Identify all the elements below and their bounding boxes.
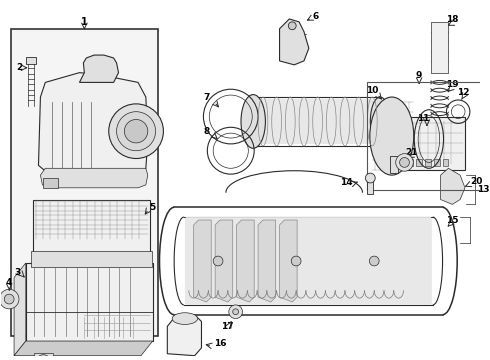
Text: 10: 10: [366, 86, 378, 95]
Bar: [43, 178, 58, 188]
Polygon shape: [167, 315, 201, 356]
Circle shape: [369, 256, 379, 266]
Polygon shape: [237, 220, 254, 302]
Text: 17: 17: [221, 322, 234, 331]
Circle shape: [124, 120, 148, 143]
Bar: [434, 158, 440, 166]
Ellipse shape: [172, 313, 197, 324]
Bar: [253, 99, 380, 144]
Polygon shape: [258, 220, 276, 302]
Ellipse shape: [370, 97, 414, 175]
Bar: [26, 57, 36, 64]
Circle shape: [288, 22, 296, 30]
Circle shape: [213, 256, 223, 266]
Polygon shape: [39, 73, 148, 178]
Bar: [11, 29, 158, 336]
Text: 12: 12: [457, 87, 469, 96]
Polygon shape: [280, 220, 297, 302]
Circle shape: [0, 289, 19, 309]
Ellipse shape: [370, 97, 390, 146]
Circle shape: [396, 154, 413, 171]
Bar: [399, 158, 404, 166]
Polygon shape: [79, 55, 119, 82]
Polygon shape: [194, 220, 211, 302]
Text: 20: 20: [470, 177, 482, 186]
Polygon shape: [14, 263, 26, 356]
Bar: [425, 158, 431, 166]
Text: 21: 21: [405, 148, 417, 157]
Text: 16: 16: [214, 339, 227, 348]
Text: 18: 18: [446, 15, 459, 24]
Bar: [442, 158, 448, 166]
Circle shape: [291, 256, 301, 266]
Text: 7: 7: [203, 93, 210, 102]
Bar: [33, 199, 150, 253]
Circle shape: [233, 309, 239, 315]
Bar: [26, 263, 153, 341]
Circle shape: [36, 355, 51, 360]
Text: 5: 5: [149, 203, 156, 212]
Circle shape: [366, 173, 375, 183]
Circle shape: [109, 104, 163, 158]
Bar: [392, 117, 465, 170]
Bar: [31, 251, 152, 267]
Text: 14: 14: [340, 179, 353, 188]
Bar: [34, 353, 53, 360]
Text: 3: 3: [14, 268, 20, 277]
Text: 6: 6: [313, 12, 319, 21]
Polygon shape: [280, 19, 309, 65]
Bar: [407, 158, 413, 166]
Bar: [431, 22, 448, 73]
Text: 9: 9: [416, 71, 422, 80]
Text: 19: 19: [446, 80, 459, 89]
Text: 1: 1: [81, 17, 88, 27]
Bar: [368, 82, 485, 190]
Polygon shape: [215, 220, 233, 302]
Text: 11: 11: [417, 114, 429, 123]
Circle shape: [400, 158, 409, 167]
Circle shape: [4, 294, 14, 304]
Bar: [390, 156, 398, 173]
Polygon shape: [41, 168, 148, 188]
Circle shape: [229, 305, 243, 319]
Polygon shape: [441, 168, 465, 204]
Bar: [368, 178, 373, 194]
FancyBboxPatch shape: [185, 217, 432, 305]
Text: 15: 15: [446, 216, 459, 225]
Text: 2: 2: [16, 63, 22, 72]
Circle shape: [117, 112, 156, 151]
Text: 4: 4: [6, 278, 12, 287]
Polygon shape: [14, 341, 153, 356]
Bar: [416, 158, 422, 166]
Text: 13: 13: [477, 185, 489, 194]
Text: 8: 8: [203, 127, 210, 136]
Ellipse shape: [241, 95, 266, 148]
